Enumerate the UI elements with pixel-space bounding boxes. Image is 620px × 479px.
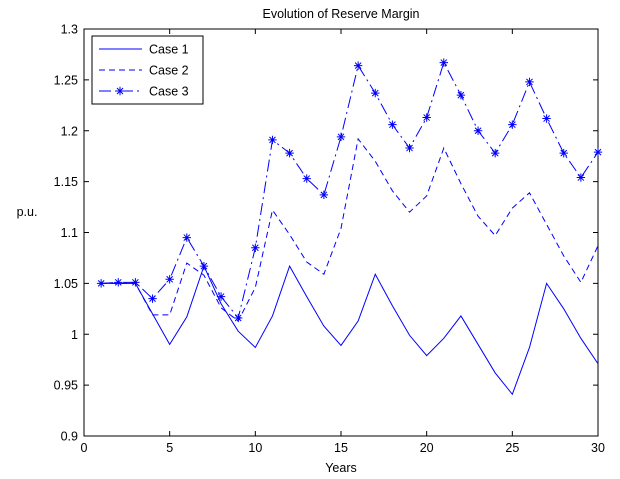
x-axis-label: Years xyxy=(325,461,357,475)
y-tick-label: 1.2 xyxy=(61,124,78,138)
x-tick-label: 5 xyxy=(166,441,173,455)
series-line-case-3 xyxy=(101,61,599,320)
y-tick-label: 1 xyxy=(71,328,78,342)
data-point-case-3 xyxy=(285,148,294,158)
data-point-case-3 xyxy=(199,261,209,271)
data-point-case-3 xyxy=(268,135,277,145)
chart-title: Evolution of Reserve Margin xyxy=(262,7,419,21)
y-tick-label: 1.1 xyxy=(61,226,78,240)
data-point-case-3 xyxy=(216,292,226,301)
data-point-case-3 xyxy=(234,313,243,323)
x-tick-label: 0 xyxy=(81,441,88,455)
y-tick-label: 1.05 xyxy=(54,277,78,291)
data-point-case-3 xyxy=(525,77,534,87)
series-line-case-1 xyxy=(101,264,599,396)
y-tick-label: 1.25 xyxy=(54,73,78,87)
data-point-case-3 xyxy=(251,243,260,252)
data-point-case-3 xyxy=(508,120,517,129)
data-point-case-3 xyxy=(405,143,414,153)
data-point-case-3 xyxy=(473,126,483,135)
x-tick-label: 30 xyxy=(591,441,605,455)
data-point-case-3 xyxy=(165,275,174,284)
data-point-case-3 xyxy=(576,173,586,182)
x-tick-label: 25 xyxy=(505,441,519,455)
data-point-case-3 xyxy=(388,120,397,129)
data-point-case-3 xyxy=(422,113,431,122)
data-point-case-3 xyxy=(148,294,157,303)
data-point-case-3 xyxy=(593,147,603,157)
y-tick-label: 1.15 xyxy=(54,175,78,189)
data-point-case-3 xyxy=(302,174,311,183)
y-axis-label: p.u. xyxy=(17,205,38,219)
data-point-case-3 xyxy=(456,90,466,100)
data-point-case-3 xyxy=(96,279,106,288)
data-point-case-3 xyxy=(559,148,568,158)
x-tick-label: 10 xyxy=(248,441,262,455)
legend-label-case-2: Case 2 xyxy=(149,64,189,78)
data-point-case-3 xyxy=(491,148,500,158)
legend-label-case-3: Case 3 xyxy=(149,85,189,99)
data-point-case-3 xyxy=(542,114,551,123)
x-tick-label: 20 xyxy=(420,441,434,455)
y-tick-label: 0.9 xyxy=(61,430,78,444)
data-point-case-3 xyxy=(439,58,448,67)
y-tick-label: 1.3 xyxy=(61,23,78,37)
series-line-case-2 xyxy=(101,137,599,322)
data-point-case-3 xyxy=(336,132,346,142)
data-point-case-3 xyxy=(319,190,329,200)
x-tick-label: 15 xyxy=(334,441,348,455)
data-point-case-3 xyxy=(353,61,363,70)
legend-label-case-1: Case 1 xyxy=(149,43,189,57)
data-point-case-3 xyxy=(182,233,191,242)
data-point-case-3 xyxy=(131,278,140,287)
legend-marker-case-3 xyxy=(115,86,125,96)
data-point-case-3 xyxy=(114,278,123,287)
plot-area: 0 5 10 15 20 25 30 0.9 0.95 1 1.05 1.1 1.15 1.2 1.25 1.… xyxy=(54,23,605,456)
y-tick-label: 0.95 xyxy=(54,379,78,393)
legend-box xyxy=(91,35,204,105)
data-point-case-3 xyxy=(371,88,380,98)
